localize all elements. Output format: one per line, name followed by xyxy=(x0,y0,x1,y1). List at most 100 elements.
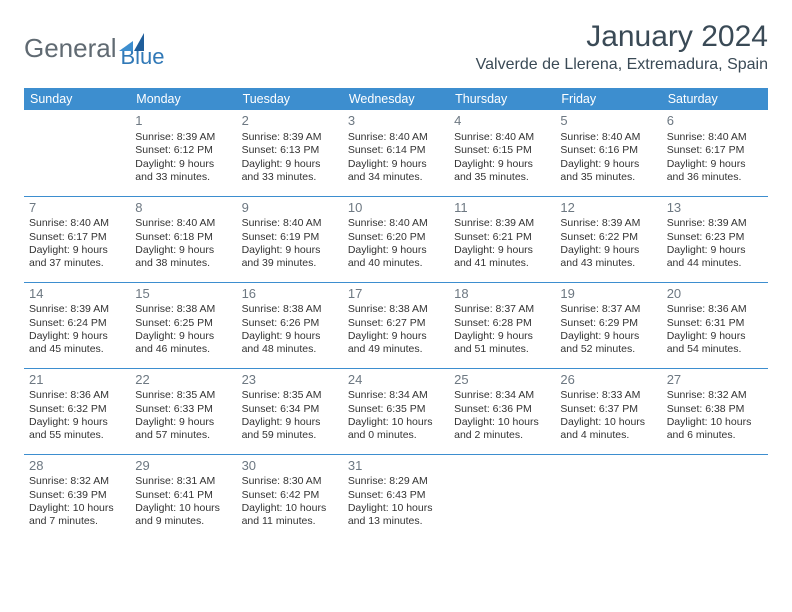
sunset-text: Sunset: 6:17 PM xyxy=(29,231,125,244)
daylight-text: Daylight: 10 hours xyxy=(560,416,656,429)
sunset-text: Sunset: 6:24 PM xyxy=(29,317,125,330)
daylight-text: Daylight: 9 hours xyxy=(29,244,125,257)
calendar-cell: 30Sunrise: 8:30 AMSunset: 6:42 PMDayligh… xyxy=(237,454,343,540)
calendar-cell: 18Sunrise: 8:37 AMSunset: 6:28 PMDayligh… xyxy=(449,282,555,368)
col-wednesday: Wednesday xyxy=(343,88,449,110)
sunrise-text: Sunrise: 8:39 AM xyxy=(667,217,763,230)
sunrise-text: Sunrise: 8:37 AM xyxy=(560,303,656,316)
daylight-text: and 38 minutes. xyxy=(135,257,231,270)
daylight-text: Daylight: 9 hours xyxy=(667,158,763,171)
daylight-text: Daylight: 9 hours xyxy=(242,330,338,343)
sunrise-text: Sunrise: 8:34 AM xyxy=(454,389,550,402)
daylight-text: Daylight: 9 hours xyxy=(348,330,444,343)
col-monday: Monday xyxy=(130,88,236,110)
daylight-text: and 41 minutes. xyxy=(454,257,550,270)
calendar-cell: 23Sunrise: 8:35 AMSunset: 6:34 PMDayligh… xyxy=(237,368,343,454)
daylight-text: Daylight: 10 hours xyxy=(29,502,125,515)
daylight-text: and 37 minutes. xyxy=(29,257,125,270)
sunset-text: Sunset: 6:29 PM xyxy=(560,317,656,330)
calendar-row: 28Sunrise: 8:32 AMSunset: 6:39 PMDayligh… xyxy=(24,454,768,540)
logo-mark-icon xyxy=(119,33,145,58)
daylight-text: and 7 minutes. xyxy=(29,515,125,528)
day-number: 12 xyxy=(560,200,656,217)
day-number: 23 xyxy=(242,372,338,389)
daylight-text: and 44 minutes. xyxy=(667,257,763,270)
daylight-text: and 48 minutes. xyxy=(242,343,338,356)
calendar-row: 14Sunrise: 8:39 AMSunset: 6:24 PMDayligh… xyxy=(24,282,768,368)
calendar-cell: 27Sunrise: 8:32 AMSunset: 6:38 PMDayligh… xyxy=(662,368,768,454)
daylight-text: Daylight: 9 hours xyxy=(560,330,656,343)
sunrise-text: Sunrise: 8:39 AM xyxy=(560,217,656,230)
day-number: 31 xyxy=(348,458,444,475)
day-number: 1 xyxy=(135,113,231,130)
daylight-text: and 39 minutes. xyxy=(242,257,338,270)
day-number: 4 xyxy=(454,113,550,130)
sunrise-text: Sunrise: 8:39 AM xyxy=(135,131,231,144)
sunset-text: Sunset: 6:37 PM xyxy=(560,403,656,416)
daylight-text: Daylight: 9 hours xyxy=(454,158,550,171)
daylight-text: Daylight: 9 hours xyxy=(135,158,231,171)
sunrise-text: Sunrise: 8:40 AM xyxy=(454,131,550,144)
calendar-cell: 16Sunrise: 8:38 AMSunset: 6:26 PMDayligh… xyxy=(237,282,343,368)
daylight-text: Daylight: 9 hours xyxy=(348,158,444,171)
calendar-cell: 26Sunrise: 8:33 AMSunset: 6:37 PMDayligh… xyxy=(555,368,661,454)
day-number: 21 xyxy=(29,372,125,389)
sunrise-text: Sunrise: 8:34 AM xyxy=(348,389,444,402)
sunset-text: Sunset: 6:26 PM xyxy=(242,317,338,330)
day-number: 25 xyxy=(454,372,550,389)
sunrise-text: Sunrise: 8:40 AM xyxy=(560,131,656,144)
sunrise-text: Sunrise: 8:40 AM xyxy=(348,217,444,230)
daylight-text: and 49 minutes. xyxy=(348,343,444,356)
calendar-cell: 28Sunrise: 8:32 AMSunset: 6:39 PMDayligh… xyxy=(24,454,130,540)
daylight-text: and 45 minutes. xyxy=(29,343,125,356)
page-subtitle: Valverde de Llerena, Extremadura, Spain xyxy=(476,56,768,74)
sunset-text: Sunset: 6:20 PM xyxy=(348,231,444,244)
daylight-text: Daylight: 9 hours xyxy=(242,244,338,257)
sunset-text: Sunset: 6:22 PM xyxy=(560,231,656,244)
day-number: 13 xyxy=(667,200,763,217)
daylight-text: Daylight: 9 hours xyxy=(667,244,763,257)
daylight-text: and 35 minutes. xyxy=(454,171,550,184)
sunrise-text: Sunrise: 8:40 AM xyxy=(135,217,231,230)
day-number: 6 xyxy=(667,113,763,130)
calendar-cell: 6Sunrise: 8:40 AMSunset: 6:17 PMDaylight… xyxy=(662,110,768,196)
sunset-text: Sunset: 6:14 PM xyxy=(348,144,444,157)
col-saturday: Saturday xyxy=(662,88,768,110)
sunrise-text: Sunrise: 8:40 AM xyxy=(242,217,338,230)
calendar-cell: 10Sunrise: 8:40 AMSunset: 6:20 PMDayligh… xyxy=(343,196,449,282)
daylight-text: Daylight: 9 hours xyxy=(560,158,656,171)
sunset-text: Sunset: 6:28 PM xyxy=(454,317,550,330)
daylight-text: and 13 minutes. xyxy=(348,515,444,528)
sunrise-text: Sunrise: 8:33 AM xyxy=(560,389,656,402)
sunrise-text: Sunrise: 8:38 AM xyxy=(135,303,231,316)
day-number: 29 xyxy=(135,458,231,475)
calendar-cell: 25Sunrise: 8:34 AMSunset: 6:36 PMDayligh… xyxy=(449,368,555,454)
sunset-text: Sunset: 6:31 PM xyxy=(667,317,763,330)
day-number: 17 xyxy=(348,286,444,303)
calendar-cell: 12Sunrise: 8:39 AMSunset: 6:22 PMDayligh… xyxy=(555,196,661,282)
daylight-text: and 59 minutes. xyxy=(242,429,338,442)
col-friday: Friday xyxy=(555,88,661,110)
sunrise-text: Sunrise: 8:39 AM xyxy=(454,217,550,230)
page-title: January 2024 xyxy=(476,20,768,54)
calendar-cell: 24Sunrise: 8:34 AMSunset: 6:35 PMDayligh… xyxy=(343,368,449,454)
calendar-cell: 8Sunrise: 8:40 AMSunset: 6:18 PMDaylight… xyxy=(130,196,236,282)
day-number: 9 xyxy=(242,200,338,217)
sunrise-text: Sunrise: 8:36 AM xyxy=(667,303,763,316)
daylight-text: Daylight: 10 hours xyxy=(135,502,231,515)
sunrise-text: Sunrise: 8:40 AM xyxy=(667,131,763,144)
daylight-text: Daylight: 9 hours xyxy=(135,416,231,429)
calendar-cell: 5Sunrise: 8:40 AMSunset: 6:16 PMDaylight… xyxy=(555,110,661,196)
calendar-cell: 20Sunrise: 8:36 AMSunset: 6:31 PMDayligh… xyxy=(662,282,768,368)
day-number: 15 xyxy=(135,286,231,303)
sunrise-text: Sunrise: 8:32 AM xyxy=(667,389,763,402)
sunset-text: Sunset: 6:43 PM xyxy=(348,489,444,502)
sunrise-text: Sunrise: 8:40 AM xyxy=(29,217,125,230)
sunset-text: Sunset: 6:13 PM xyxy=(242,144,338,157)
day-number: 10 xyxy=(348,200,444,217)
day-number: 19 xyxy=(560,286,656,303)
sunset-text: Sunset: 6:35 PM xyxy=(348,403,444,416)
sunrise-text: Sunrise: 8:38 AM xyxy=(348,303,444,316)
calendar-cell: 29Sunrise: 8:31 AMSunset: 6:41 PMDayligh… xyxy=(130,454,236,540)
sunrise-text: Sunrise: 8:39 AM xyxy=(29,303,125,316)
